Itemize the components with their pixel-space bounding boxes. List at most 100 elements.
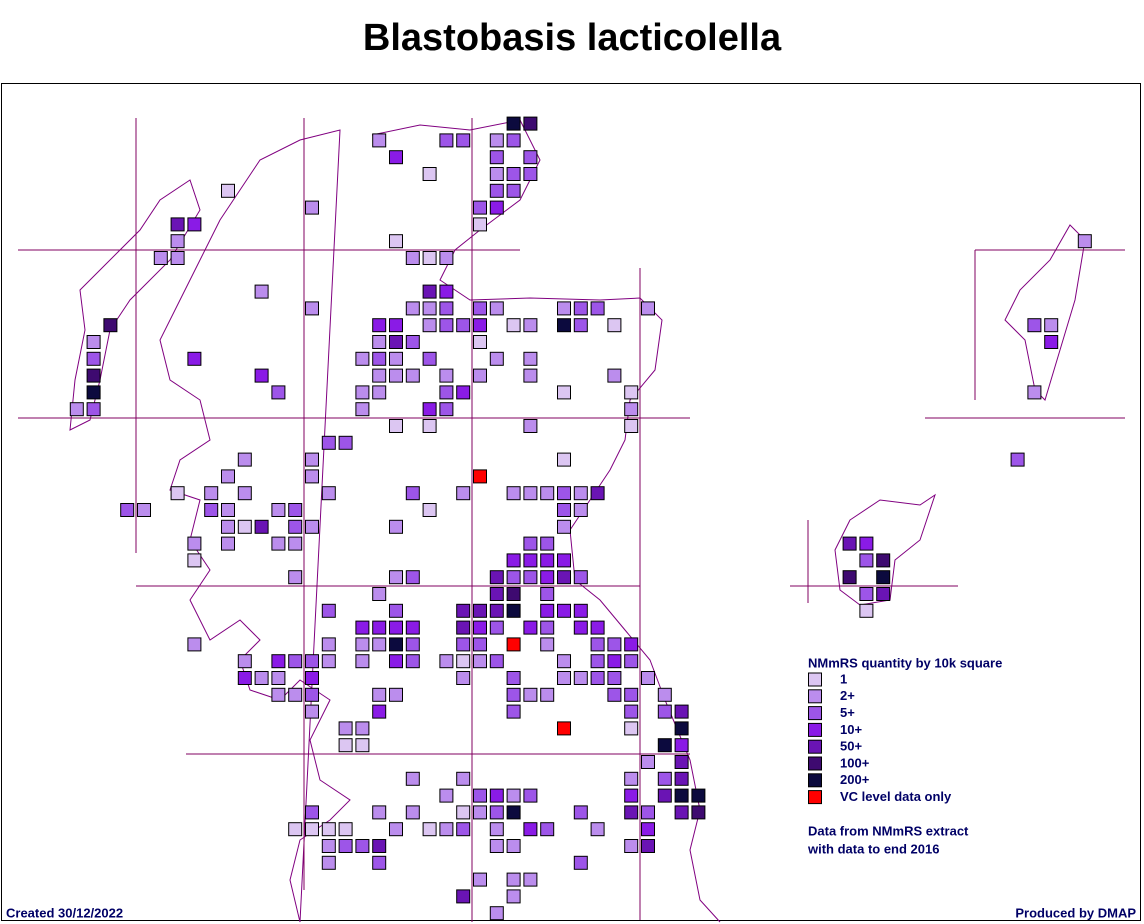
record-square (321, 855, 336, 870)
record-square (641, 805, 655, 820)
record-square (389, 620, 403, 635)
record-square (876, 587, 891, 601)
record-square (557, 452, 571, 467)
record-square (170, 486, 185, 501)
record-square (523, 872, 538, 887)
record-square (372, 351, 387, 366)
record-square (288, 822, 303, 837)
record-square (624, 704, 639, 719)
record-square (439, 318, 454, 333)
record-square (153, 251, 168, 265)
record-square (372, 335, 387, 349)
record-square (523, 620, 538, 635)
record-square (540, 536, 555, 551)
record-square (557, 570, 571, 585)
record-square (523, 318, 538, 333)
record-square (405, 368, 420, 383)
legend-label: 100+ (840, 755, 870, 770)
record-square (456, 133, 471, 148)
record-square (170, 234, 185, 249)
record-square (523, 822, 538, 837)
record-square (607, 637, 622, 652)
record-square (473, 301, 487, 316)
record-square (473, 335, 487, 349)
record-square (674, 704, 689, 719)
record-square (221, 503, 235, 517)
record-square (405, 335, 420, 349)
record-square (372, 855, 387, 870)
record-square (624, 788, 639, 803)
record-square (473, 603, 487, 618)
record-square (557, 671, 571, 685)
record-square (489, 150, 504, 165)
record-square (355, 385, 370, 400)
record-square (372, 620, 387, 635)
record-square (389, 519, 403, 534)
record-square (372, 587, 387, 601)
record-square (540, 553, 555, 568)
record-square (321, 822, 336, 837)
record-square (473, 469, 487, 484)
record-square (221, 469, 235, 484)
legend-swatch (808, 739, 822, 754)
record-square (372, 133, 387, 148)
record-square (624, 385, 639, 400)
record-square (372, 839, 387, 853)
record-square (456, 620, 471, 635)
record-square (876, 553, 891, 568)
record-square (204, 503, 219, 517)
record-square (573, 318, 588, 333)
record-square (489, 906, 504, 921)
record-square (439, 284, 454, 299)
record-square (338, 721, 353, 736)
record-square (506, 167, 521, 181)
created-date: Created 30/12/2022 (6, 905, 123, 920)
record-square (221, 519, 235, 534)
record-square (573, 603, 588, 618)
record-square (355, 839, 370, 853)
record-square (86, 385, 101, 400)
record-square (187, 217, 202, 232)
record-square (439, 301, 454, 316)
record-square (389, 687, 403, 702)
record-square (372, 318, 387, 333)
record-square (489, 200, 504, 215)
legend-swatch (808, 756, 822, 771)
record-square (439, 654, 454, 669)
record-square (624, 687, 639, 702)
record-square (389, 419, 403, 433)
record-square (590, 822, 605, 837)
record-square (456, 671, 471, 685)
record-square (540, 687, 555, 702)
record-square (590, 301, 605, 316)
record-square (321, 839, 336, 853)
record-square (338, 839, 353, 853)
record-square (271, 503, 286, 517)
record-square (254, 368, 269, 383)
record-square (506, 133, 521, 148)
record-square (674, 805, 689, 820)
record-square (456, 822, 471, 837)
record-square (674, 771, 689, 786)
record-square (221, 536, 235, 551)
record-square (422, 822, 437, 837)
record-square (607, 318, 622, 333)
record-square (489, 654, 504, 669)
record-square (506, 704, 521, 719)
record-square (540, 603, 555, 618)
record-square (473, 318, 487, 333)
record-square (590, 671, 605, 685)
record-square (405, 771, 420, 786)
legend-swatch (808, 790, 822, 805)
record-square (523, 536, 538, 551)
record-square (506, 805, 521, 820)
record-square (506, 587, 521, 601)
record-square (321, 435, 336, 450)
record-square (338, 435, 353, 450)
record-square (573, 301, 588, 316)
record-square (540, 620, 555, 635)
record-square (607, 654, 622, 669)
record-square (422, 402, 437, 417)
record-square (422, 351, 437, 366)
